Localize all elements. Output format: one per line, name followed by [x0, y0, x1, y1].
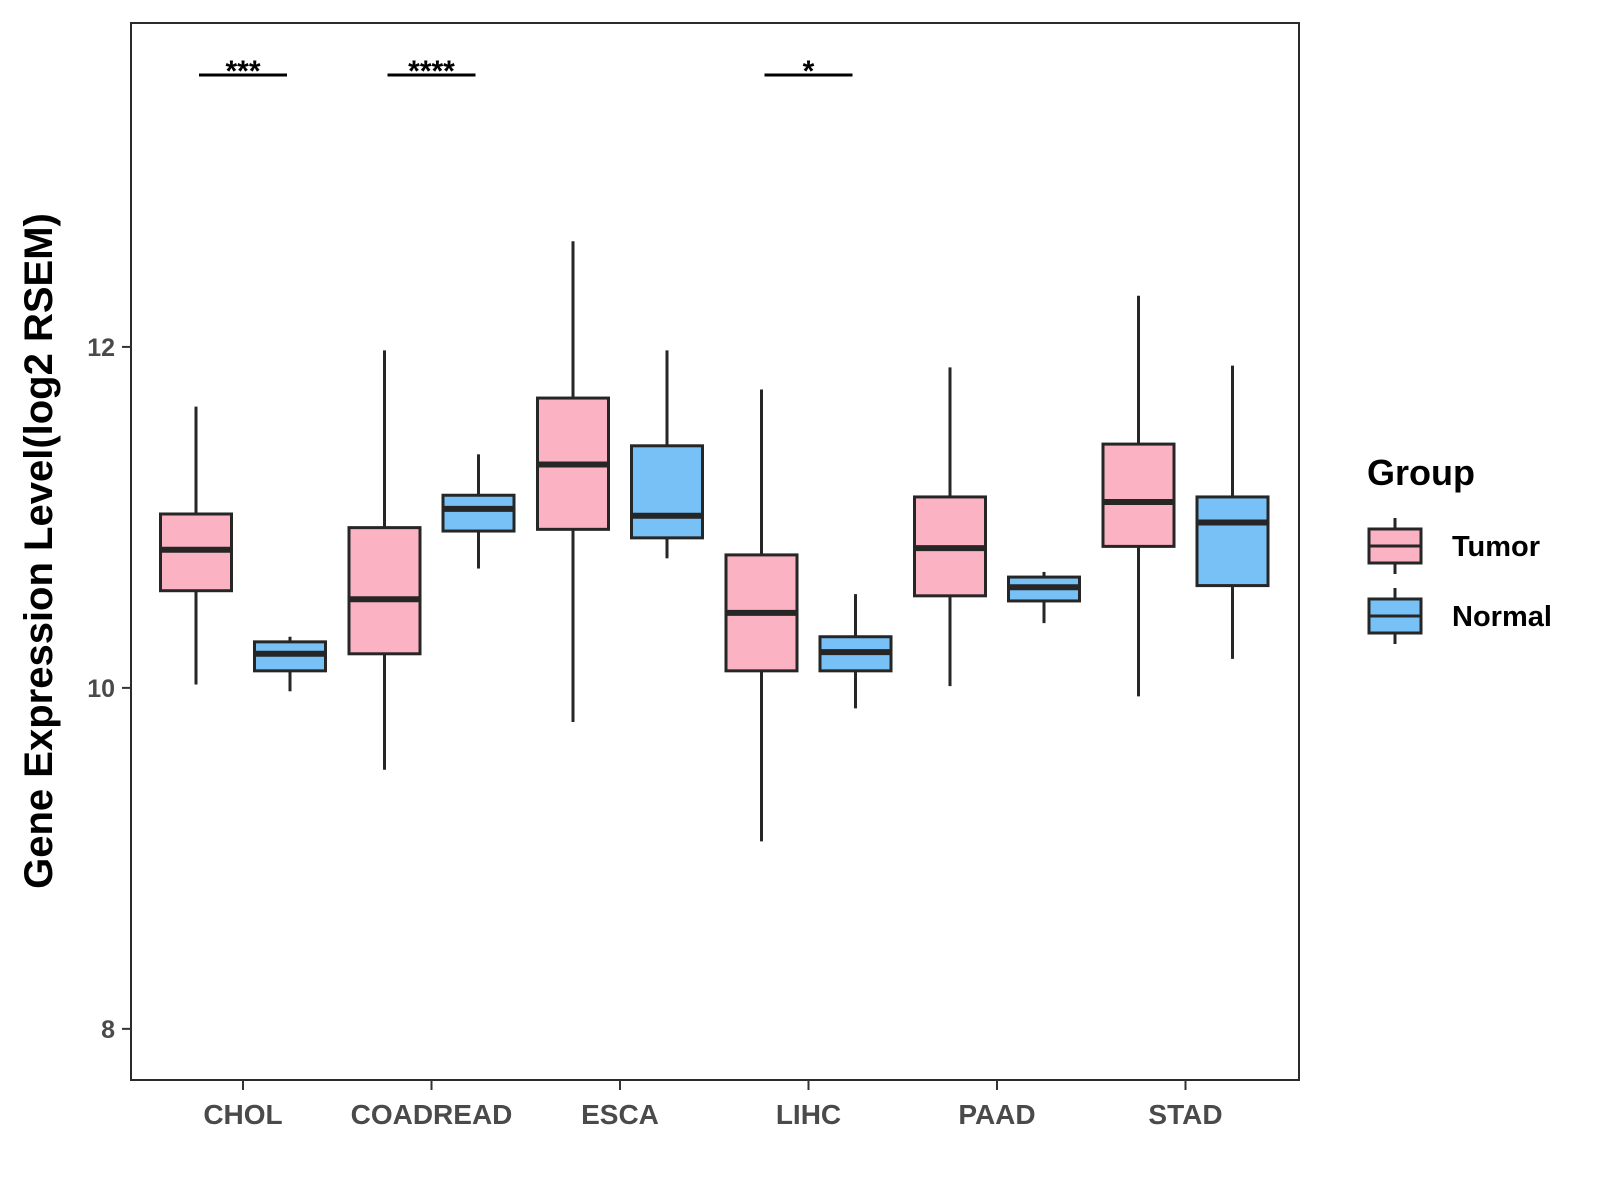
plot-panel: [130, 22, 1300, 1081]
y-axis: 8 10 12: [87, 334, 131, 1044]
y-tick-label: 8: [101, 1016, 115, 1044]
legend-title: Group: [1367, 452, 1475, 493]
significance-label: ***: [225, 55, 260, 88]
x-axis: CHOL COADREAD ESCA LIHC PAAD STAD: [203, 1080, 1223, 1130]
box-tumor-lihc: [724, 389, 799, 842]
box-normal-coadread: [441, 454, 516, 569]
box-normal-chol: [253, 636, 327, 692]
box-normal-stad: [1195, 365, 1270, 659]
y-axis-title: Gene Expression Level(log2 RSEM): [17, 213, 61, 889]
legend-key-normal: Normal: [1367, 588, 1552, 644]
box-normal-paad: [1007, 571, 1081, 624]
legend: Group Tumor Normal: [1367, 452, 1552, 644]
x-tick-label: PAAD: [958, 1099, 1035, 1130]
box-iqr: [1101, 442, 1176, 548]
box-series: [159, 241, 1270, 842]
box-iqr: [630, 444, 704, 540]
x-tick-label: COADREAD: [351, 1099, 513, 1130]
legend-key-tumor: Tumor: [1367, 518, 1540, 574]
significance-label: *: [803, 55, 815, 88]
box-iqr: [1195, 495, 1270, 588]
y-tick-label: 12: [87, 334, 115, 362]
box-tumor-coadread: [347, 350, 422, 770]
significance-annotations: *** **** *: [199, 55, 853, 88]
x-tick-label: ESCA: [581, 1099, 659, 1130]
box-iqr: [441, 493, 516, 533]
box-tumor-esca: [536, 241, 610, 722]
box-tumor-chol: [159, 406, 233, 685]
significance-label: ****: [408, 55, 455, 88]
x-tick-label: STAD: [1148, 1099, 1222, 1130]
x-tick-label: LIHC: [776, 1099, 841, 1130]
box-tumor-stad: [1101, 295, 1176, 697]
x-tick-label: CHOL: [203, 1099, 282, 1130]
box-normal-lihc: [818, 594, 893, 709]
box-iqr: [347, 526, 422, 656]
box-tumor-paad: [913, 367, 987, 687]
legend-keys: Tumor Normal: [1367, 518, 1552, 644]
box-normal-esca: [630, 350, 704, 559]
y-tick-label: 10: [87, 675, 115, 703]
legend-label: Normal: [1452, 601, 1552, 633]
legend-label: Tumor: [1452, 531, 1540, 563]
